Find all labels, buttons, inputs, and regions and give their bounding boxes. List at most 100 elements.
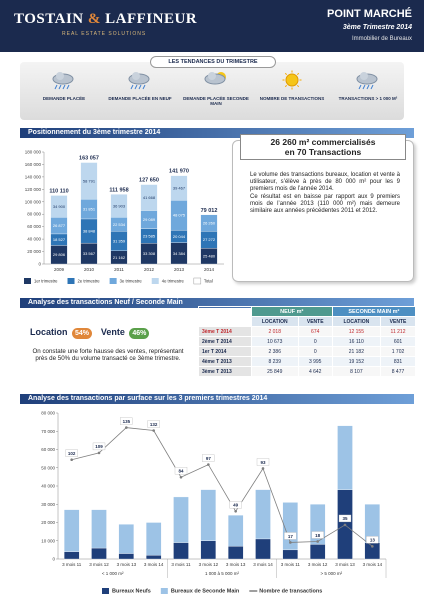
x-tick-label: 3 mois 13 — [335, 562, 355, 567]
x-tick-label: 3 mois 14 — [144, 562, 164, 567]
rain — [366, 84, 370, 90]
data-label: 135 — [123, 419, 131, 424]
y-tick-label: 60 000 — [41, 447, 55, 452]
data-label: 34 900 — [53, 204, 66, 209]
data-label: 97 — [206, 456, 212, 461]
x-tick-label: 2011 — [114, 267, 124, 272]
x-tick-label: 2014 — [204, 267, 215, 272]
table-cell — [198, 306, 252, 317]
rain — [66, 84, 70, 90]
table-cell: 0 — [297, 336, 333, 347]
rain — [142, 84, 146, 90]
trends-box — [20, 62, 404, 120]
label-box — [120, 417, 133, 425]
bar-segment — [145, 555, 162, 560]
legend-swatch — [109, 278, 117, 284]
bar-segment — [227, 546, 244, 560]
table-cell: 1er T 2014 — [198, 346, 252, 357]
y-tick-label: 30 000 — [41, 502, 55, 507]
rain — [134, 84, 138, 90]
bar-segment — [337, 425, 353, 490]
x-tick-label: 3 mois 11 — [62, 562, 82, 567]
headline-line: 26 260 m² commercialisés — [270, 137, 376, 147]
y-tick-label: 20 000 — [41, 520, 55, 525]
bar-segment — [91, 547, 107, 560]
legend-swatch — [102, 588, 109, 594]
data-label: 21 162 — [113, 255, 126, 260]
x-tick-label: 3 mois 12 — [199, 562, 219, 567]
data-label: 31 359 — [113, 239, 126, 244]
data-label: 13 — [370, 538, 376, 543]
brand-amp: & — [87, 11, 101, 27]
chart: 0 10 000 20 000 30 000 40 000 50 000 60 000 70 … — [41, 411, 387, 595]
trend-label: DEMANDE PLACÉE — [42, 96, 86, 101]
data-label: 22 534 — [113, 222, 126, 227]
cloud — [56, 72, 64, 80]
label-box — [311, 531, 324, 539]
line-point — [371, 545, 374, 548]
data-label: 33 308 — [143, 251, 156, 256]
data-label: 58 791 — [83, 178, 96, 183]
headline: 26 260 m² commercialisés en 70 Transactio… — [240, 134, 406, 160]
data-label: 20 044 — [173, 234, 186, 239]
total-label: 141 970 — [169, 169, 189, 175]
label-box — [202, 454, 215, 462]
table-cell — [198, 316, 252, 327]
data-label: 25 480 — [203, 254, 216, 259]
total-label: 163 057 — [79, 156, 99, 162]
data-label: 26 877 — [53, 223, 66, 228]
data-label: 33 567 — [83, 251, 96, 256]
label-box — [366, 536, 379, 544]
line-point — [70, 458, 73, 462]
table-cell: 8 107 — [331, 366, 382, 377]
data-label: 38 848 — [83, 229, 96, 234]
cloud — [132, 72, 140, 80]
bar-segment — [255, 489, 271, 540]
legend-label: Bureaux Neufs — [112, 589, 151, 595]
table-cell: 3 995 — [297, 356, 333, 367]
brand-word: TOSTAIN — [14, 11, 84, 27]
y-tick-label: 60 000 — [27, 224, 41, 229]
legend-label: 3e trimestre — [120, 279, 143, 284]
bar-segment — [64, 509, 80, 552]
bar-segment — [282, 549, 299, 560]
rain — [362, 84, 366, 90]
table-group: SECONDE MAIN m² — [331, 306, 417, 317]
table-cell: 8 239 — [250, 356, 299, 367]
headline-line: en 70 Transactions — [284, 147, 362, 157]
legend-swatch — [151, 278, 159, 284]
share-pct: 46% — [129, 328, 150, 339]
table-row: 4ème T 2013 8 239 3 995 19 152 831 — [198, 356, 416, 367]
table-row: NEUF m² SECONDE MAIN m² — [198, 306, 417, 317]
line-point — [179, 475, 183, 479]
total-label: 110 110 — [49, 188, 68, 194]
table-cell: 12 155 — [331, 326, 382, 337]
line-point — [152, 429, 155, 432]
x-tick-label: 3 mois 14 — [363, 562, 383, 567]
table-cell: 2 018 — [250, 326, 299, 337]
group-label: < 1 000 m² — [102, 571, 124, 576]
label-box — [92, 442, 106, 451]
x-tick-label: 3 mois 13 — [117, 562, 137, 567]
line-point — [343, 523, 347, 527]
trend-label: DEMANDE PLACÉE EN NEUF — [108, 96, 172, 101]
y-tick-label: 180 000 — [25, 150, 42, 155]
bar-segment — [91, 509, 107, 549]
table-header: LOCATION — [250, 316, 299, 327]
tagline: REAL ESTATE SOLUTIONS — [62, 31, 147, 37]
y-tick-label: 40 000 — [27, 237, 41, 242]
table-cell: 2 386 — [250, 346, 299, 357]
bar-segment — [118, 524, 134, 554]
bar-segment — [145, 522, 162, 556]
data-label: 49 — [233, 503, 239, 508]
data-label: 48 075 — [173, 213, 186, 218]
trend-icon — [204, 72, 226, 85]
table-cell: 4 642 — [297, 366, 333, 377]
share-label: Location — [30, 327, 68, 337]
group-label: 1 000 à 5 000 m² — [205, 571, 240, 576]
sun-ray — [296, 72, 300, 76]
data-label: 41 668 — [143, 195, 156, 200]
trend-icon — [52, 72, 74, 90]
total-label: 79 012 — [201, 208, 218, 214]
y-tick-label: 20 000 — [27, 249, 41, 254]
